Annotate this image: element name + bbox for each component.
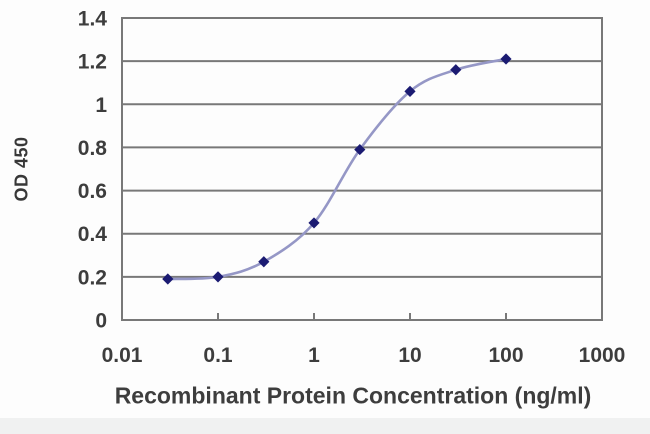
- y-tick-label: 0.8: [78, 137, 108, 160]
- data-point-markers: [162, 53, 512, 285]
- data-point: [404, 85, 416, 97]
- x-axis-title: Recombinant Protein Concentration (ng/ml…: [114, 382, 592, 409]
- bottom-strip: [0, 418, 650, 434]
- gridlines: [122, 60, 602, 278]
- plot-frame: [121, 17, 603, 321]
- x-tick-label: 0.01: [102, 344, 143, 367]
- y-tick-label: 1.4: [78, 8, 108, 31]
- x-tick-label: 10: [398, 344, 421, 367]
- x-tick-labels: 0.01 0.1 1 10 100 1000: [102, 344, 626, 367]
- series-curve: [166, 57, 508, 281]
- data-point: [500, 53, 512, 65]
- elisa-standard-curve-chart: 0 0.2 0.4 0.6 0.8 1 1.2 1.4 0.01 0.1 1 10 100 1000: [78, 8, 626, 368]
- data-point: [258, 256, 270, 268]
- data-point: [162, 273, 174, 285]
- x-tick-label: 100: [488, 344, 523, 367]
- x-tick-label: 1000: [579, 344, 626, 367]
- data-point: [450, 64, 462, 76]
- x-tick-marks: [121, 313, 603, 320]
- data-point: [308, 217, 320, 229]
- y-axis-title: OD 450: [11, 136, 32, 202]
- y-tick-label: 1: [95, 94, 107, 117]
- y-tick-label: 1.2: [78, 51, 107, 74]
- data-point: [212, 271, 224, 283]
- y-tick-label: 0.4: [78, 223, 108, 246]
- y-tick-labels: 0 0.2 0.4 0.6 0.8 1 1.2 1.4: [78, 8, 108, 333]
- x-tick-label: 1: [308, 344, 320, 367]
- y-tick-label: 0.6: [78, 180, 107, 203]
- x-tick-label: 0.1: [203, 344, 233, 367]
- data-point: [354, 143, 366, 156]
- y-tick-label: 0: [95, 310, 107, 333]
- y-tick-label: 0.2: [78, 266, 107, 289]
